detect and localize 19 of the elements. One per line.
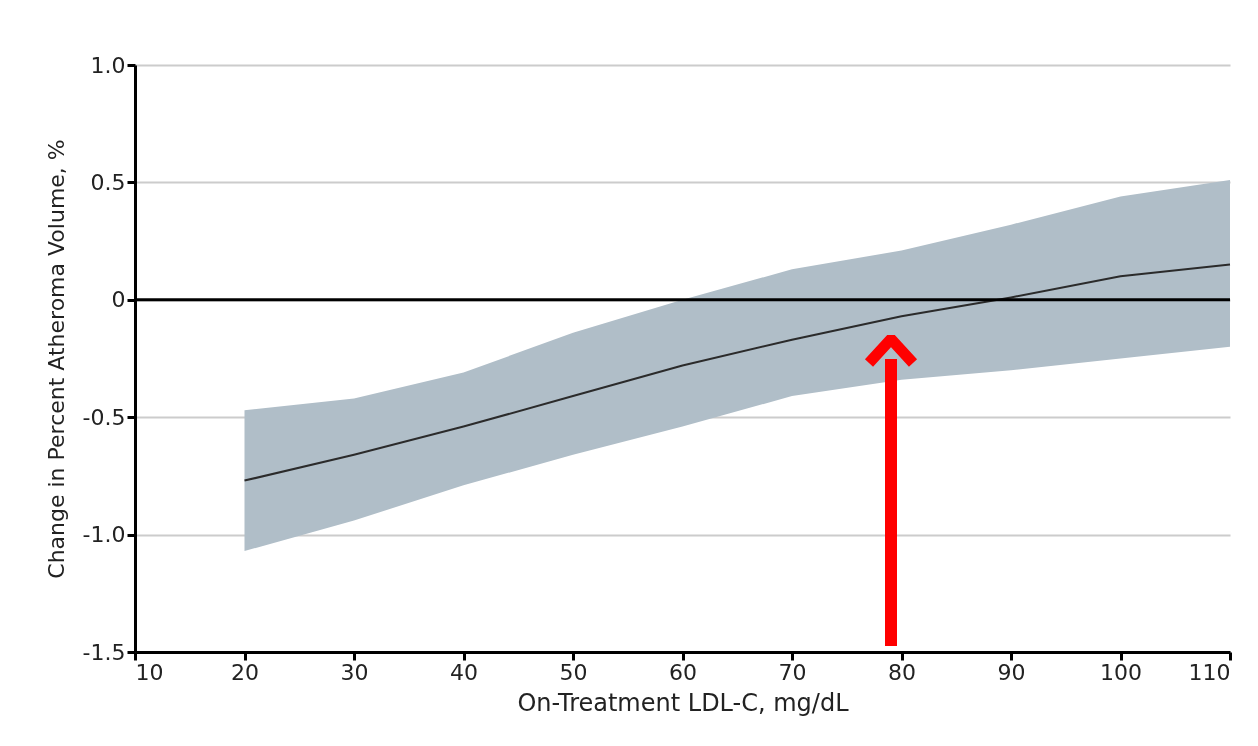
x-tick-label: 50 [559,659,588,685]
x-tick-label: 80 [888,659,916,685]
x-tick-label: 110 [1188,659,1231,685]
x-tick-label: 30 [340,659,369,685]
y-tick-label: 0.5 [90,169,126,195]
x-tick-label: 20 [231,659,259,685]
y-tick-label: -0.5 [82,404,126,430]
x-tick-label: 40 [450,659,478,685]
x-tick-label: 60 [669,659,697,685]
x-tick-label: 100 [1100,659,1142,685]
y-axis-title: Change in Percent Atheroma Volume, % [43,139,69,579]
x-tick-label: 90 [997,659,1026,685]
y-tick-label: -1.5 [82,639,126,665]
y-tick-label: 1.0 [90,52,126,78]
x-tick-label: 10 [135,659,164,685]
y-tick-label: -1.0 [82,522,126,548]
y-tick-label: 0 [111,287,126,313]
x-axis-title: On-Treatment LDL-C, mg/dL [517,688,850,717]
x-tick-label: 70 [778,659,807,685]
